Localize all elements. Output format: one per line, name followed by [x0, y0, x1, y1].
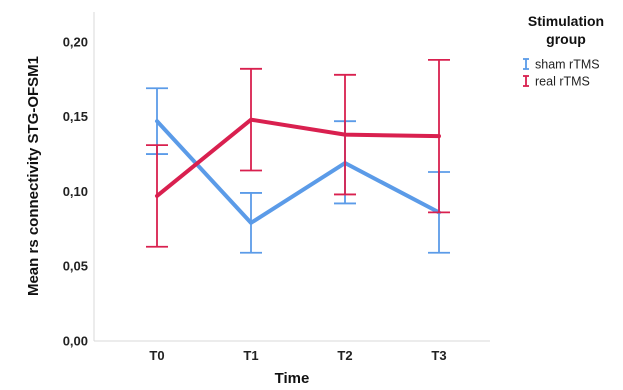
x-tick-label: T2: [337, 348, 352, 363]
x-tick-label: T0: [149, 348, 164, 363]
legend-title: group: [546, 31, 586, 47]
y-tick-label: 0,00: [63, 334, 88, 349]
legend: Stimulation group sham rTMS real rTMS: [523, 13, 604, 89]
x-tick-label: T1: [243, 348, 258, 363]
y-tick-labels: 0,00 0,05 0,10 0,15 0,20: [63, 34, 88, 348]
legend-title: Stimulation: [528, 13, 604, 29]
series-0: [146, 87, 450, 254]
y-tick-label: 0,20: [63, 34, 88, 49]
y-axis-title: Mean rs connectivity STG-OFSM1: [25, 56, 42, 296]
series-line: [155, 117, 441, 198]
y-tick-label: 0,10: [63, 184, 88, 199]
y-tick-label: 0,15: [63, 109, 88, 124]
y-tick-label: 0,05: [63, 259, 88, 274]
legend-label: real rTMS: [535, 75, 590, 89]
legend-items: sham rTMS real rTMS: [523, 58, 600, 89]
x-tick-label: T3: [431, 348, 446, 363]
series-line: [155, 119, 441, 225]
x-tick-labels: T0 T1 T2 T3: [149, 348, 446, 363]
legend-item: sham rTMS: [523, 58, 600, 72]
x-axis-title: Time: [275, 370, 310, 387]
legend-item: real rTMS: [523, 75, 590, 89]
series-1: [146, 58, 450, 248]
series-layer: [146, 58, 450, 254]
legend-label: sham rTMS: [535, 58, 600, 72]
